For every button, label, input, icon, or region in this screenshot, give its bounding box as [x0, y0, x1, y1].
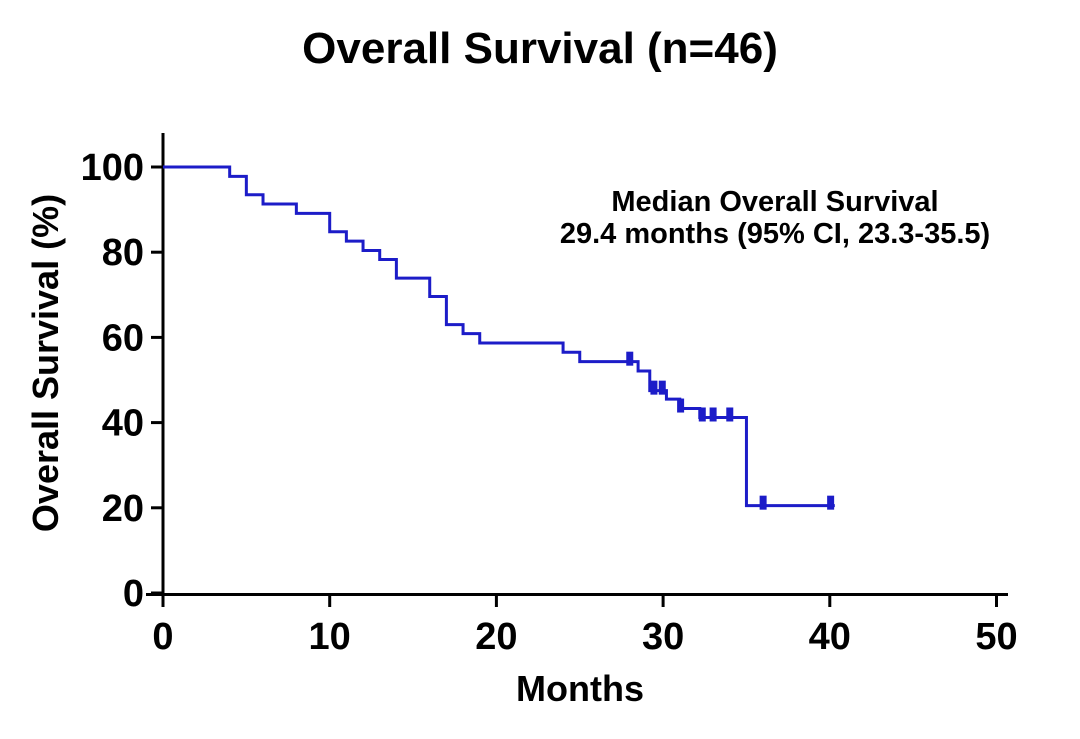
annotation-line1: Median Overall Survival [611, 186, 939, 218]
x-tick-label: 40 [809, 616, 851, 658]
x-tick-label: 10 [309, 616, 351, 658]
censor-tick [698, 407, 706, 422]
x-tick-label: 0 [152, 616, 173, 658]
censor-tick [726, 407, 734, 422]
censor-tick [709, 407, 717, 422]
censor-tick [677, 398, 685, 413]
x-tick-label: 50 [975, 616, 1017, 658]
censor-tick [626, 351, 634, 366]
x-tick-label: 20 [475, 616, 517, 658]
y-tick-label: 80 [102, 232, 144, 274]
median-survival-annotation: Median Overall Survival 29.4 months (95%… [558, 186, 992, 251]
x-axis-title: Months [516, 668, 644, 709]
y-axis-title: Overall Survival (%) [25, 193, 66, 533]
censor-tick [827, 495, 835, 510]
censor-tick [650, 380, 658, 395]
y-tick-label: 100 [81, 147, 144, 189]
y-tick-label: 40 [102, 403, 144, 445]
censor-tick [759, 495, 767, 510]
y-tick-label: 20 [102, 488, 144, 530]
y-tick-label: 0 [123, 573, 144, 615]
survival-curve [163, 165, 835, 508]
chart-title: Overall Survival (n=46) [302, 24, 778, 73]
x-tick-label: 30 [642, 616, 684, 658]
annotation-line2: 29.4 months (95% CI, 23.3-35.5) [559, 218, 991, 251]
y-tick-label: 60 [102, 317, 144, 359]
censor-tick [658, 380, 666, 395]
